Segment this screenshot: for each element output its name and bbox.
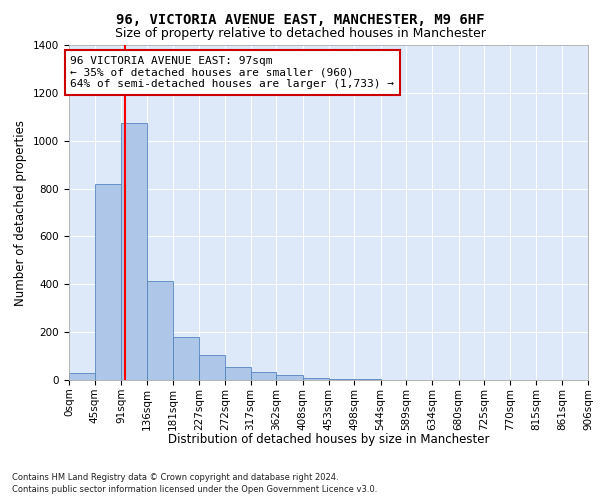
Bar — [251, 372, 277, 380]
Y-axis label: Number of detached properties: Number of detached properties — [14, 120, 28, 306]
Bar — [69, 373, 95, 380]
Bar — [329, 379, 354, 380]
Text: 96 VICTORIA AVENUE EAST: 97sqm
← 35% of detached houses are smaller (960)
64% of: 96 VICTORIA AVENUE EAST: 97sqm ← 35% of … — [70, 56, 394, 89]
Bar — [225, 367, 251, 380]
Bar — [173, 337, 199, 380]
Bar — [95, 184, 121, 380]
Bar — [277, 375, 303, 380]
Text: Contains HM Land Registry data © Crown copyright and database right 2024.: Contains HM Land Registry data © Crown c… — [12, 472, 338, 482]
Text: 96, VICTORIA AVENUE EAST, MANCHESTER, M9 6HF: 96, VICTORIA AVENUE EAST, MANCHESTER, M9… — [116, 12, 484, 26]
Text: Distribution of detached houses by size in Manchester: Distribution of detached houses by size … — [168, 432, 490, 446]
Bar — [199, 355, 225, 380]
Bar — [121, 123, 147, 380]
Text: Size of property relative to detached houses in Manchester: Size of property relative to detached ho… — [115, 28, 485, 40]
Bar — [303, 378, 329, 380]
Text: Contains public sector information licensed under the Open Government Licence v3: Contains public sector information licen… — [12, 485, 377, 494]
Bar — [147, 280, 173, 380]
